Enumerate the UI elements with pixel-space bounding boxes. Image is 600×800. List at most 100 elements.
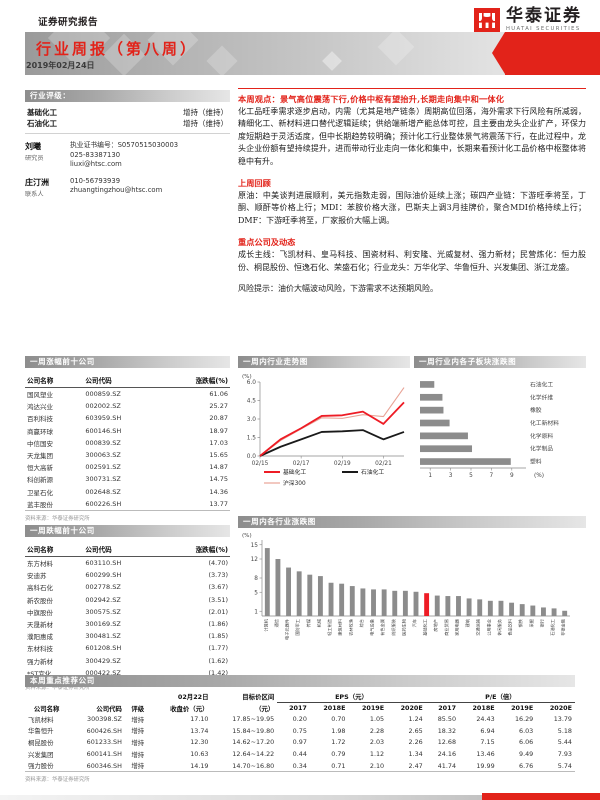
cell-change-pct: (1.62) bbox=[208, 656, 228, 665]
recommend-table-block: 本周重点推荐公司 02月22日 目标价区间 EPS（元） P/E（倍） 公司名称… bbox=[25, 675, 575, 783]
cell-target-range: 14.70~16.80 bbox=[211, 759, 278, 773]
cell-change-pct: (2.01) bbox=[208, 607, 228, 616]
cell-close-price: 10.63 bbox=[190, 750, 209, 759]
cell-company-name: 强力股份 bbox=[25, 759, 69, 773]
svg-text:电子元器件: 电子元器件 bbox=[284, 619, 291, 640]
cell-close-price: 17.10 bbox=[190, 715, 209, 724]
cell-company-code: 002648.SZ bbox=[85, 487, 121, 496]
cell-company-code: 600226.SH bbox=[83, 497, 160, 511]
analyst-email[interactable]: liuxi@htsc.com bbox=[70, 160, 122, 168]
recommend-table: 02月22日 目标价区间 EPS（元） P/E（倍） 公司名称 公司代码 评级 … bbox=[25, 691, 575, 773]
table-row: 中旗股份 300575.SZ (2.01) bbox=[25, 606, 230, 618]
table-row: 国风塑业 000859.SZ 61.06 bbox=[25, 388, 230, 401]
svg-text:计算机: 计算机 bbox=[262, 618, 269, 631]
cell-change-pct: (1.86) bbox=[208, 620, 228, 629]
cell-pe: 7.15 bbox=[480, 738, 495, 747]
rating-industry-name: 基础化工 bbox=[27, 108, 57, 117]
col-company-code: 公司代码 bbox=[83, 374, 160, 388]
col-close-price: 收盘价（元） bbox=[170, 704, 209, 713]
huatai-logo: 华泰证券 HUATAI SECURITIES bbox=[474, 8, 582, 33]
cell-target-range: 15.84~19.80 bbox=[232, 726, 275, 735]
cell-company-code: 600299.SH bbox=[85, 571, 122, 580]
cell-company-name: 强力新材 bbox=[27, 657, 53, 666]
analyst-email[interactable]: zhuangtingzhou@htsc.com bbox=[70, 186, 163, 194]
rating-rows: 基础化工 增持（维持） 石油化工 增持（维持） bbox=[25, 102, 230, 134]
svg-text:农林牧渔: 农林牧渔 bbox=[347, 619, 354, 636]
table-row: 商赢环球 600146.SH 18.97 bbox=[25, 425, 230, 437]
col-company-name: 公司名称 bbox=[25, 374, 84, 388]
cell-pe: 6.94 bbox=[480, 726, 495, 735]
cell-company-name: 华鲁恒升 bbox=[28, 727, 54, 736]
table-row: 恒大高新 002591.SZ 14.87 bbox=[25, 461, 230, 473]
svg-text:休闲服务: 休闲服务 bbox=[496, 618, 503, 636]
cell-company-code: 300429.SZ bbox=[85, 656, 121, 665]
table-group-header-row: 02月22日 目标价区间 EPS（元） P/E（倍） bbox=[25, 691, 575, 703]
gainers-source: 资料来源：华泰证券研究所 bbox=[25, 515, 90, 522]
title-banner bbox=[25, 32, 575, 75]
svg-text:02/17: 02/17 bbox=[293, 461, 310, 467]
svg-text:化学纤维: 化学纤维 bbox=[530, 393, 553, 401]
table-row: 百利科技 603959.SH 20.87 bbox=[25, 412, 230, 424]
rating-industry-value: 增持（维持） bbox=[183, 119, 228, 128]
svg-text:1: 1 bbox=[428, 473, 432, 479]
trend-chart-title: 一周内行业走势图 bbox=[238, 356, 410, 368]
cell-company-code: 600346.SH bbox=[68, 759, 125, 773]
footer-accent bbox=[482, 793, 600, 800]
analyst-phone: 025-83387130 bbox=[70, 150, 121, 159]
logo-company-name-en: HUATAI SECURITIES bbox=[506, 26, 581, 32]
weekly-view-heading: 本周观点：景气高位震荡下行,价格中枢有望抬升,长期走向集中和一体化 bbox=[238, 94, 505, 104]
weekly-view-body: 化工品旺季需求逐步启动，内需（尤其是地产链条）周期高位回落，海外需求下行风险有所… bbox=[238, 107, 586, 166]
svg-text:建筑材料: 建筑材料 bbox=[337, 618, 344, 636]
recommend-section-title: 本周重点推荐公司 bbox=[25, 675, 575, 687]
svg-text:5: 5 bbox=[469, 473, 473, 479]
cell-eps: 0.97 bbox=[292, 738, 307, 747]
col-eps-2018e: 2018E bbox=[323, 704, 346, 713]
table-row: 桐昆股份 601233.SH 增持 12.30 14.62~17.20 0.97 1.72 2… bbox=[25, 737, 575, 749]
cell-pe: 13.46 bbox=[476, 750, 495, 759]
gainers-section-title: 一周涨幅前十公司 bbox=[25, 356, 230, 368]
cell-rating: 增持 bbox=[124, 759, 151, 773]
col-company-name: 公司名称 bbox=[33, 704, 60, 713]
cell-company-code: 603959.SH bbox=[85, 414, 122, 423]
col-group-pe: P/E（倍） bbox=[425, 691, 575, 703]
cell-company-code: 300398.SZ bbox=[87, 715, 122, 724]
cell-company-name: 商赢环球 bbox=[27, 427, 53, 436]
cell-eps: 2.10 bbox=[348, 759, 388, 773]
industries-chart-title: 一周内各行业涨跌图 bbox=[238, 516, 586, 528]
svg-text:12: 12 bbox=[251, 557, 259, 563]
title-banner-accent bbox=[492, 32, 600, 75]
cell-company-name: 中信国安 bbox=[27, 439, 53, 448]
main-commentary: 本周观点：景气高位震荡下行,价格中枢有望抬升,长期走向集中和一体化 化工品旺季需… bbox=[238, 88, 586, 295]
svg-text:8: 8 bbox=[254, 576, 258, 582]
cell-company-name: 东材科技 bbox=[27, 645, 53, 654]
cell-target-range: 14.62~17.20 bbox=[232, 738, 275, 747]
cell-eps: 0.71 bbox=[309, 759, 349, 773]
svg-text:02/15: 02/15 bbox=[252, 461, 269, 467]
svg-text:商业贸易: 商业贸易 bbox=[443, 619, 450, 636]
col-eps-2017: 2017 bbox=[289, 704, 307, 713]
cell-company-name: 鸿达兴业 bbox=[27, 403, 53, 412]
cell-pe: 6.76 bbox=[497, 759, 537, 773]
analyst-phone: 010-56793939 bbox=[70, 176, 121, 185]
svg-text:(%): (%) bbox=[534, 473, 544, 479]
svg-text:基础化工: 基础化工 bbox=[422, 619, 429, 636]
losers-section-title: 一周跌幅前十公司 bbox=[25, 525, 230, 537]
cell-rating: 增持 bbox=[131, 750, 145, 759]
cell-pe: 24.16 bbox=[437, 750, 457, 759]
analyst-entry: 庄汀洲 联系人 010-56793939 zhuangtingzhou@htsc… bbox=[25, 170, 230, 198]
cell-company-name: 兴发集团 bbox=[28, 750, 54, 759]
svg-text:4.5: 4.5 bbox=[247, 399, 257, 405]
col-rating: 评级 bbox=[131, 704, 145, 713]
table-row: 鸿达兴业 002002.SZ 25.27 bbox=[25, 400, 230, 412]
cell-company-code: 601208.SH bbox=[85, 644, 122, 653]
report-kicker: 证券研究报告 bbox=[38, 17, 99, 28]
svg-text:纺织服装: 纺织服装 bbox=[390, 618, 397, 636]
cell-eps: 2.47 bbox=[387, 759, 426, 773]
rating-section-title: 行业评级： bbox=[25, 90, 230, 102]
col-pe-2018e: 2018E bbox=[472, 704, 495, 713]
cell-change-pct: (1.85) bbox=[208, 632, 228, 641]
svg-text:医药生物: 医药生物 bbox=[400, 619, 407, 636]
gainers-table: 公司名称 公司代码 涨跌幅(%) 国风塑业 000859.SZ 61.06 鸿达兴业 0… bbox=[25, 374, 230, 511]
cell-change-pct: 14.75 bbox=[209, 475, 228, 484]
